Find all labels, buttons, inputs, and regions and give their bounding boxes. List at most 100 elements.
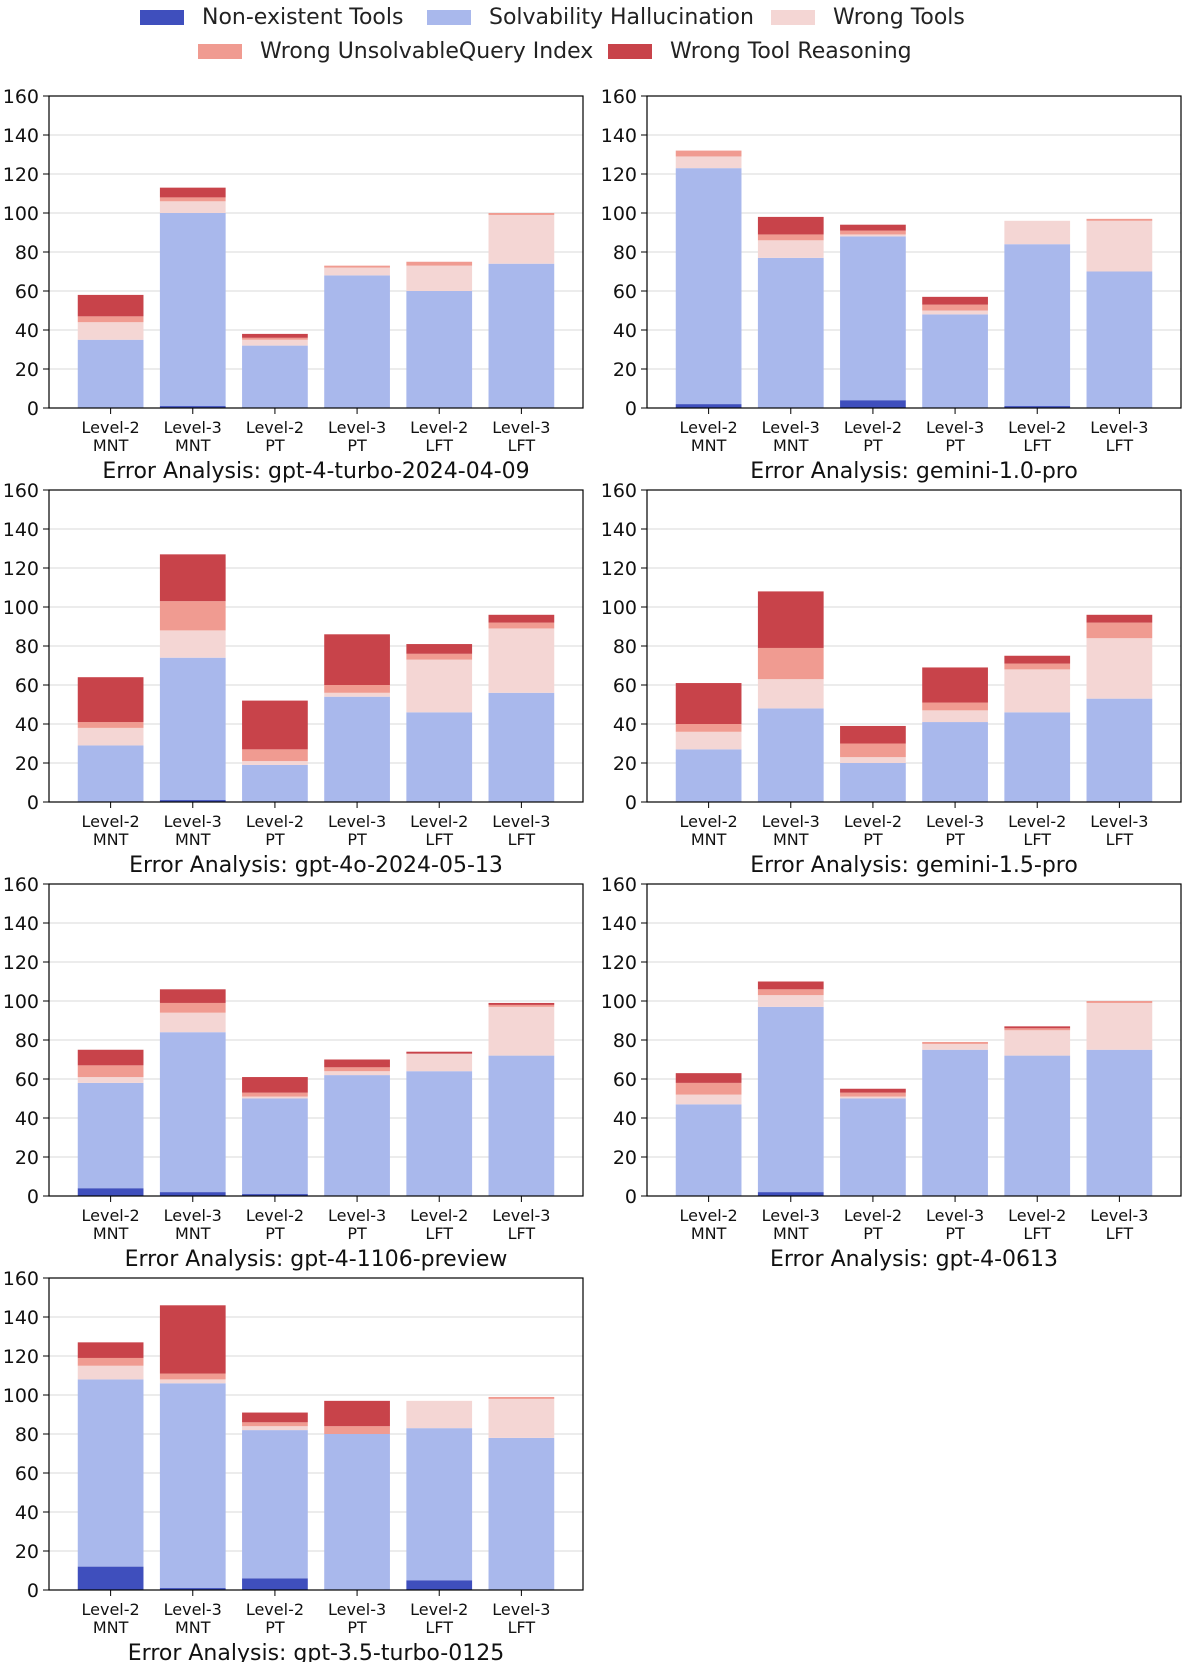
- x-tick-label: Level-3 PT: [926, 418, 984, 455]
- x-tick-label: Level-2 PT: [844, 1206, 902, 1243]
- bar-wrong-tool-reasoning: [242, 333, 308, 338]
- subplot: 0 20 40 60 80 100 120 140 160 Level-2 MNT Level-3 MN…: [3, 1268, 584, 1662]
- x-tick-label: Level-3 LFT: [492, 1600, 550, 1637]
- bar-wrong-tools: [242, 1426, 308, 1431]
- y-tick-label: 0: [625, 398, 637, 420]
- bar-solvability-hallucination: [1086, 698, 1153, 802]
- legend-swatch: [198, 44, 242, 59]
- bar-solvability-hallucination: [1086, 1049, 1153, 1196]
- bar-wrong-unsolvablequery-index: [488, 213, 555, 215]
- bar-wrong-tool-reasoning: [159, 989, 226, 1003]
- bar-solvability-hallucination: [159, 657, 226, 801]
- bar-wrong-tool-reasoning: [1004, 1026, 1071, 1029]
- bar-non-existent-tools: [406, 1580, 473, 1590]
- bar-wrong-tools: [757, 240, 824, 258]
- y-tick-label: 100: [3, 991, 39, 1013]
- y-tick-label: 20: [15, 1147, 39, 1169]
- bar-wrong-tools: [406, 1400, 473, 1429]
- bar-wrong-unsolvablequery-index: [324, 265, 390, 268]
- bar-wrong-unsolvablequery-index: [1004, 663, 1071, 670]
- bar-wrong-tools: [242, 339, 308, 346]
- subplot: 0 20 40 60 80 100 120 140 160 Level-2 MNT Level-3 MN…: [3, 86, 584, 484]
- bar-solvability-hallucination: [406, 291, 473, 408]
- y-tick-label: 120: [3, 558, 39, 580]
- bar-wrong-tool-reasoning: [77, 1342, 144, 1358]
- bar-wrong-unsolvablequery-index: [159, 1002, 226, 1013]
- y-tick-label: 80: [15, 636, 39, 658]
- bar-wrong-unsolvablequery-index: [242, 1422, 308, 1427]
- bar-wrong-unsolvablequery-index: [77, 722, 144, 728]
- bar-solvability-hallucination: [159, 1032, 226, 1193]
- bar-wrong-tool-reasoning: [242, 1077, 308, 1093]
- bar-solvability-hallucination: [159, 1383, 226, 1589]
- legend-label: Wrong Tools: [833, 5, 965, 30]
- bar-solvability-hallucination: [324, 1075, 390, 1196]
- bar-wrong-tools: [1004, 669, 1071, 713]
- y-tick-label: 100: [3, 1385, 39, 1407]
- chart-title: Error Analysis: gemini-1.0-pro: [750, 459, 1078, 484]
- chart-title: Error Analysis: gpt-4o-2024-05-13: [129, 853, 503, 878]
- legend-swatch: [427, 10, 471, 25]
- bar-wrong-tools: [159, 1012, 226, 1033]
- legend-item-wrong-tool-reasoning: Wrong Tool Reasoning: [608, 39, 912, 64]
- bar-wrong-tools: [77, 1365, 144, 1380]
- bar-solvability-hallucination: [1086, 271, 1153, 408]
- plot-frame: [48, 883, 584, 1197]
- x-tick-label: Level-2 MNT: [680, 1206, 738, 1243]
- bar-solvability-hallucination: [242, 345, 308, 408]
- bar-wrong-tool-reasoning: [159, 1305, 226, 1374]
- legend-label: Wrong UnsolvableQuery Index: [260, 39, 594, 64]
- bar-wrong-unsolvablequery-index: [757, 989, 824, 996]
- y-tick-label: 120: [601, 952, 637, 974]
- x-tick-label: Level-2 MNT: [82, 418, 140, 455]
- x-tick-label: Level-2 PT: [844, 418, 902, 455]
- bar-wrong-tools: [406, 265, 473, 291]
- y-tick-label: 120: [3, 952, 39, 974]
- legend-label: Wrong Tool Reasoning: [670, 39, 912, 64]
- x-tick-label: Level-2 PT: [246, 418, 304, 455]
- bar-solvability-hallucination: [757, 1006, 824, 1193]
- legend-item-wrong-unsolvablequery-index: Wrong UnsolvableQuery Index: [198, 39, 593, 64]
- bar-wrong-tool-reasoning: [922, 667, 988, 703]
- x-tick-label: Level-3 MNT: [762, 812, 820, 849]
- bar-wrong-tool-reasoning: [324, 634, 390, 685]
- x-tick-label: Level-3 PT: [328, 1600, 386, 1637]
- y-tick-label: 120: [601, 164, 637, 186]
- bar-wrong-tool-reasoning: [675, 683, 742, 724]
- y-tick-label: 160: [3, 1268, 39, 1290]
- bar-wrong-unsolvablequery-index: [922, 702, 988, 711]
- bar-wrong-unsolvablequery-index: [242, 749, 308, 762]
- y-tick-label: 60: [15, 281, 39, 303]
- bar-wrong-unsolvablequery-index: [77, 1065, 144, 1078]
- bar-solvability-hallucination: [406, 1071, 473, 1196]
- bar-wrong-tool-reasoning: [324, 1400, 390, 1427]
- y-tick-label: 40: [613, 320, 637, 342]
- bar-wrong-unsolvablequery-index: [242, 337, 308, 340]
- x-tick-label: Level-3 LFT: [492, 812, 550, 849]
- y-tick-label: 40: [613, 1108, 637, 1130]
- y-tick-label: 60: [613, 281, 637, 303]
- bar-wrong-tools: [922, 1043, 988, 1050]
- bar-solvability-hallucination: [675, 749, 742, 802]
- bar-non-existent-tools: [242, 1578, 308, 1590]
- x-tick-label: Level-2 PT: [246, 812, 304, 849]
- bar-solvability-hallucination: [757, 257, 824, 408]
- bar-wrong-tools: [324, 692, 390, 697]
- y-tick-label: 120: [3, 1346, 39, 1368]
- x-tick-label: Level-2 LFT: [410, 1600, 468, 1637]
- x-tick-label: Level-2 LFT: [1008, 418, 1066, 455]
- bar-wrong-unsolvablequery-index: [922, 1041, 988, 1044]
- bar-wrong-tool-reasoning: [757, 216, 824, 235]
- bar-wrong-unsolvablequery-index: [757, 647, 824, 680]
- bar-wrong-tool-reasoning: [324, 1059, 390, 1068]
- y-tick-label: 160: [3, 874, 39, 896]
- bar-wrong-unsolvablequery-index: [159, 197, 226, 202]
- y-tick-label: 140: [3, 519, 39, 541]
- y-tick-label: 20: [15, 1541, 39, 1563]
- bar-wrong-tools: [488, 1006, 555, 1056]
- bar-wrong-unsolvablequery-index: [840, 743, 906, 758]
- bar-wrong-tool-reasoning: [757, 591, 824, 648]
- bar-solvability-hallucination: [1004, 1055, 1071, 1196]
